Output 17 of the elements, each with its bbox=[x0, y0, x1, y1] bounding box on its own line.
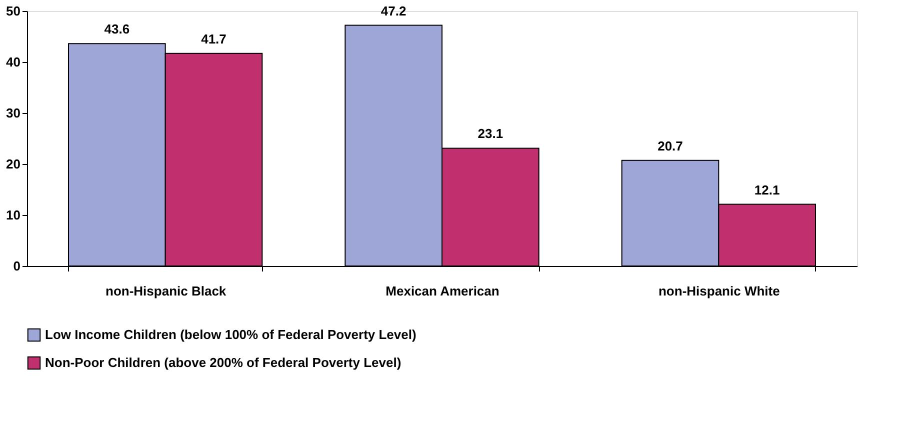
y-tick-label: 10 bbox=[6, 208, 20, 222]
y-tick-label: 0 bbox=[13, 258, 20, 274]
x-tick-label: non-Hispanic Black bbox=[106, 284, 227, 298]
data-label: 41.7 bbox=[201, 31, 226, 46]
data-label: 47.2 bbox=[380, 3, 406, 18]
x-tick-label: Mexican American bbox=[386, 284, 500, 298]
y-tick-label: 20 bbox=[6, 156, 20, 172]
data-label: 12.1 bbox=[754, 182, 780, 198]
data-label: 20.7 bbox=[658, 138, 683, 154]
y-tick-label: 40 bbox=[6, 54, 20, 70]
y-tick-label: 30 bbox=[6, 106, 20, 120]
x-tick-label: non-Hispanic White bbox=[658, 284, 780, 298]
legend-label: Low Income Children (below 100% of Federal Poverty Level) bbox=[45, 327, 416, 342]
legend-label: Non-Poor Children (above 200% of Federal Poverty Level) bbox=[45, 355, 402, 370]
data-label: 23.1 bbox=[478, 126, 504, 142]
data-label: 43.6 bbox=[104, 22, 130, 37]
y-tick-label: 50 bbox=[6, 4, 20, 18]
